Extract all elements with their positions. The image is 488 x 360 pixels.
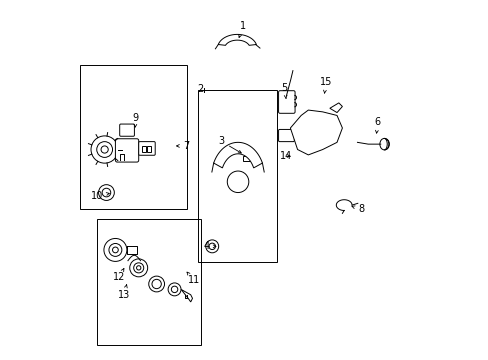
- Text: 5: 5: [281, 83, 287, 99]
- Polygon shape: [329, 103, 342, 113]
- Text: 1: 1: [238, 21, 246, 37]
- FancyBboxPatch shape: [120, 124, 134, 136]
- Bar: [80, 65, 187, 209]
- Text: 10: 10: [90, 191, 109, 201]
- Polygon shape: [218, 35, 256, 45]
- Polygon shape: [213, 142, 262, 168]
- Polygon shape: [290, 110, 342, 155]
- Text: 2: 2: [197, 84, 203, 94]
- FancyBboxPatch shape: [115, 139, 139, 162]
- Text: 12: 12: [113, 269, 125, 282]
- Ellipse shape: [379, 138, 388, 150]
- Text: 8: 8: [351, 204, 364, 215]
- Text: 15: 15: [319, 77, 331, 93]
- Bar: [142, 146, 145, 152]
- Polygon shape: [181, 289, 192, 302]
- Text: 7: 7: [176, 141, 189, 151]
- Bar: [97, 220, 201, 345]
- Text: 4: 4: [203, 241, 216, 251]
- Ellipse shape: [306, 117, 331, 146]
- Text: 11: 11: [186, 272, 200, 285]
- FancyBboxPatch shape: [139, 141, 155, 155]
- Text: 9: 9: [133, 113, 139, 127]
- Bar: [147, 146, 151, 152]
- FancyBboxPatch shape: [278, 130, 294, 141]
- FancyBboxPatch shape: [278, 91, 294, 113]
- Text: 3: 3: [218, 136, 241, 153]
- Text: 13: 13: [117, 285, 129, 301]
- Bar: [198, 90, 276, 262]
- Bar: [243, 156, 249, 161]
- Text: 14: 14: [279, 151, 291, 161]
- Text: 6: 6: [374, 117, 380, 133]
